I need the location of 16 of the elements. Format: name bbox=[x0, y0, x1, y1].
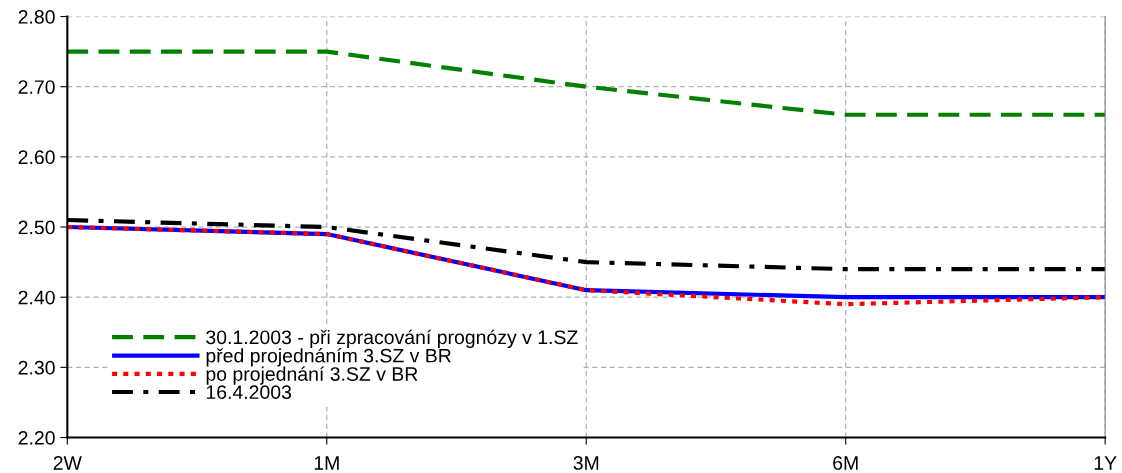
x-tick-label: 2W bbox=[53, 456, 82, 470]
y-tick-label: 2.70 bbox=[18, 80, 55, 94]
x-tick-label: 6M bbox=[833, 456, 858, 470]
legend-label: po projednání 3.SZ v BR bbox=[206, 366, 418, 385]
legend-label: 30.1.2003 - při zpracování prognózy v 1.SZ bbox=[206, 329, 578, 349]
x-tick-label: 1M bbox=[314, 456, 339, 470]
y-tick-label: 2.50 bbox=[18, 220, 55, 235]
y-tick-label: 2.40 bbox=[18, 290, 55, 305]
y-tick-label: 2.30 bbox=[18, 360, 55, 375]
y-tick-label: 2.20 bbox=[18, 430, 55, 445]
legend-label: 16.4.2003 bbox=[206, 385, 292, 400]
x-tick-label: 1Y bbox=[1094, 456, 1117, 470]
x-tick-label: 3M bbox=[573, 456, 599, 470]
y-tick-label: 2.60 bbox=[18, 150, 55, 165]
y-tick-label: 2.80 bbox=[18, 10, 55, 24]
legend-label: před projednáním 3.SZ v BR bbox=[206, 348, 451, 367]
